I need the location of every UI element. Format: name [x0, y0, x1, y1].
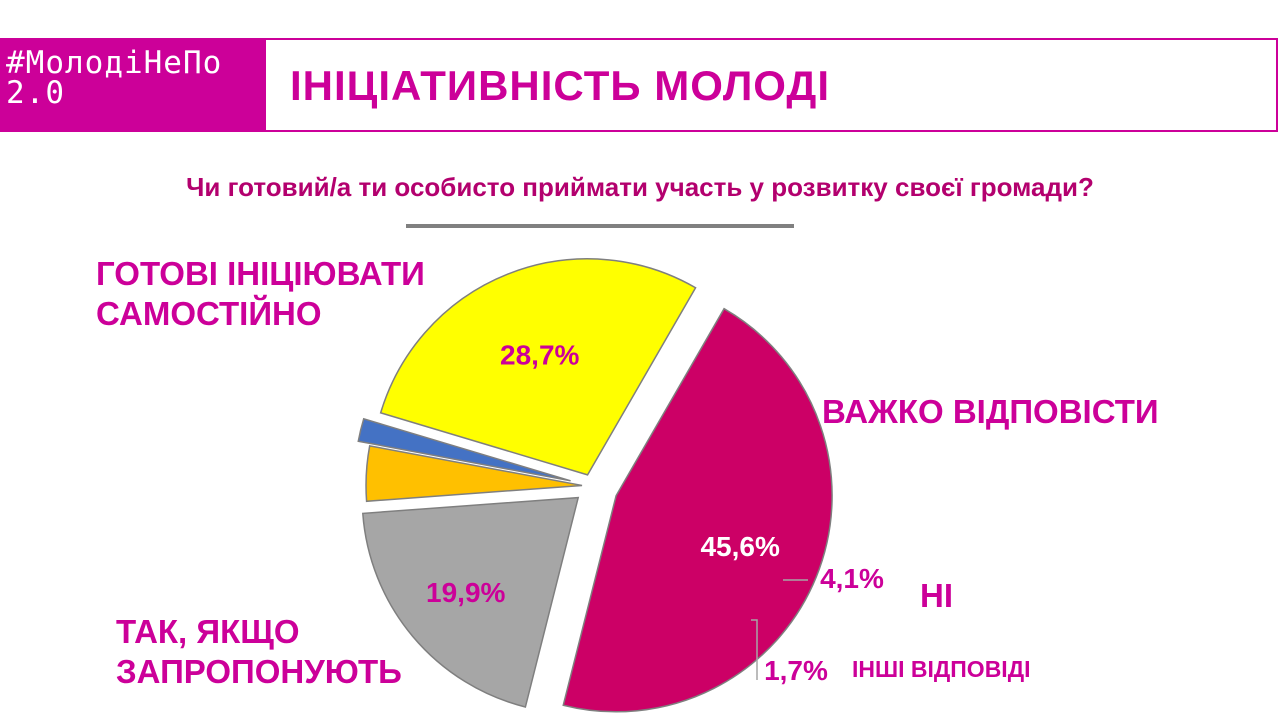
- label-yes-if-offered-text: ТАК, ЯКЩО ЗАПРОПОНУЮТЬ: [116, 613, 402, 690]
- label-other: ІНШІ ВІДПОВІДІ: [852, 656, 1031, 682]
- survey-question: Чи готовий/а ти особисто приймати участь…: [186, 172, 1094, 202]
- slice-yes-if-offered: [379, 258, 697, 476]
- leader-line-other: [751, 619, 758, 680]
- question-underline: [406, 224, 794, 228]
- slice-no: [365, 444, 583, 503]
- slice-hard-to-answer: [361, 496, 580, 708]
- brand-hashtag: #МолодіНеПо 2.0: [6, 45, 242, 111]
- slice-initiate-self: [562, 307, 833, 713]
- header-bar: #МолодіНеПо 2.0 ІНІЦІАТИВНІСТЬ МОЛОДІ: [0, 38, 1280, 132]
- value-label-other: 1,7%: [764, 655, 828, 686]
- value-label-yes-if-offered: 28,7%: [500, 339, 579, 370]
- brand-logo-box: #МолодіНеПо 2.0: [0, 38, 266, 132]
- label-initiate-self: ГОТОВІ ІНІЦІЮВАТИ САМОСТІЙНО: [96, 254, 456, 334]
- value-label-initiate-self: 45,6%: [700, 531, 779, 562]
- label-hard-to-answer: ВАЖКО ВІДПОВІСТИ: [822, 393, 1159, 430]
- slice-other: [357, 417, 571, 482]
- page-title: ІНІЦІАТИВНІСТЬ МОЛОДІ: [290, 62, 831, 109]
- value-label-hard-to-answer: 19,9%: [426, 577, 505, 608]
- value-label-no: 4,1%: [820, 563, 884, 594]
- label-initiate-self-text: ГОТОВІ ІНІЦІЮВАТИ САМОСТІЙНО: [96, 255, 425, 332]
- title-box: ІНІЦІАТИВНІСТЬ МОЛОДІ: [266, 38, 1278, 132]
- label-yes-if-offered: ТАК, ЯКЩО ЗАПРОПОНУЮТЬ: [116, 612, 436, 692]
- label-no: НІ: [920, 577, 953, 614]
